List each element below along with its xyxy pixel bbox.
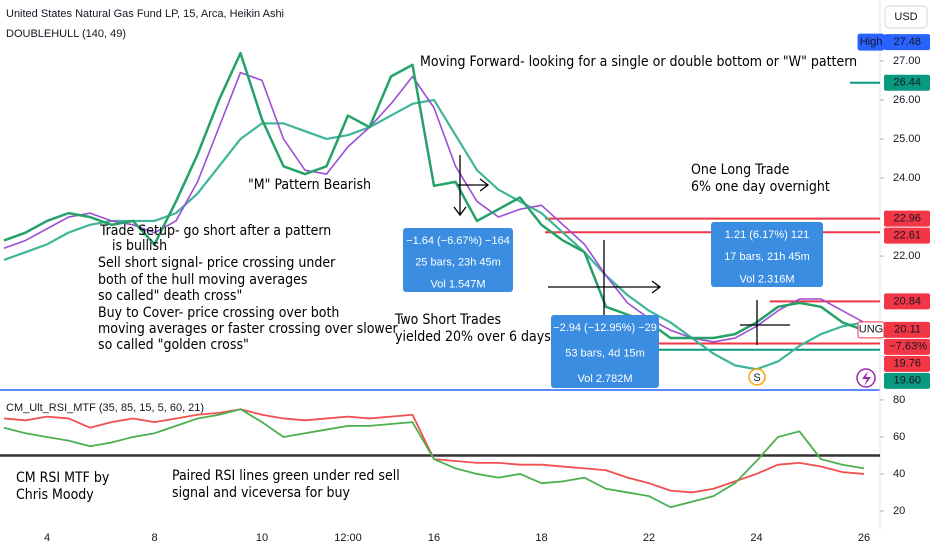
annotation: Vol 2.782M	[577, 373, 632, 385]
y-tick-label: 60	[893, 431, 905, 443]
annotation: Paired RSI lines green under red sell	[172, 468, 400, 484]
series-line	[3, 98, 865, 371]
annotations: Moving Forward- looking for a single or …	[16, 54, 857, 503]
annotation: so called" death cross"	[98, 288, 242, 304]
annotation: CM RSI MTF by	[16, 470, 110, 486]
series-line	[3, 71, 865, 343]
measure-box	[711, 222, 823, 287]
annotation: so called "golden cross"	[98, 337, 249, 353]
x-tick-label: 10	[256, 532, 268, 544]
y-tick-label: 80	[893, 394, 905, 406]
x-tick-label: 12:00	[334, 532, 362, 544]
annotation: −1.64 (−6.67%) −164	[406, 235, 510, 247]
annotation: is bullish	[112, 238, 167, 254]
measure-box	[403, 228, 513, 292]
price-tag	[884, 372, 930, 389]
icon-glyph	[862, 371, 871, 386]
tag-name: High	[860, 36, 883, 48]
price-tag	[884, 293, 930, 310]
annotation: Buy to Cover- price crossing over both	[98, 305, 339, 321]
annotation: both of the hull moving averages	[98, 272, 307, 288]
annotation: signal and viceversa for buy	[172, 485, 351, 501]
annotation: 17 bars, 21h 45m	[724, 251, 810, 263]
rsi-title: CM_Ult_RSI_MTF (35, 85, 15, 5, 60, 21)	[6, 402, 204, 414]
tag-name-bg	[857, 321, 885, 339]
change-label: −7.63%	[889, 341, 927, 353]
annotation: Vol 1.547M	[430, 278, 485, 290]
annotation: moving averages or faster crossing over …	[98, 321, 398, 337]
cross	[740, 300, 790, 345]
annotation: Sell short signal- price crossing under	[98, 255, 336, 271]
currency-button[interactable]	[884, 5, 928, 29]
price-tag-label: 26.44	[893, 77, 921, 89]
y-tick-label: 20	[893, 505, 905, 517]
y-tick-label: 22.00	[893, 250, 921, 262]
price-tag	[884, 355, 930, 372]
price-tag-label: 22.96	[893, 212, 921, 224]
x-tick-label: 8	[151, 532, 157, 544]
price-tag-label: 19.76	[893, 358, 921, 370]
price-tag-label: 27.48	[893, 36, 921, 48]
annotation: "M" Pattern Bearish	[248, 177, 371, 193]
currency[interactable]: USD	[894, 11, 917, 23]
y-tick-label: 25.00	[893, 133, 921, 145]
annotation: Chris Moody	[16, 487, 94, 503]
series-line	[3, 51, 865, 340]
tag-name: UNG	[859, 324, 883, 336]
x-tick-label: 18	[535, 532, 547, 544]
signal-icon[interactable]	[748, 368, 766, 386]
annotation: 6% one day overnight	[691, 179, 830, 195]
series-line	[3, 408, 865, 509]
price-tag-label: 20.84	[893, 295, 921, 307]
price-tag	[884, 227, 930, 244]
x-tick-label: 24	[750, 532, 762, 544]
drawings	[453, 155, 790, 345]
y-tick-label: 27.00	[893, 55, 921, 67]
annotation: −2.94 (−12.95%) −29	[553, 322, 657, 334]
measure-box	[551, 315, 659, 388]
annotation: Vol 2.316M	[739, 273, 794, 285]
x-tick-label: 22	[643, 532, 655, 544]
annotation: One Long Trade	[691, 162, 790, 178]
price-tag-label: 20.11	[894, 324, 921, 336]
arrow	[458, 178, 490, 192]
x-tick-label: 16	[428, 532, 440, 544]
annotation: Moving Forward- looking for a single or …	[420, 54, 857, 70]
chart-title: United States Natural Gas Fund LP, 15, A…	[6, 8, 284, 20]
y-tick-label: 26.00	[893, 94, 921, 106]
annotation: 53 bars, 4d 15m	[565, 348, 645, 360]
icon-glyph: S	[753, 372, 760, 384]
price-tag	[884, 34, 930, 51]
annotation: Trade Setup- go short after a pattern	[99, 223, 331, 239]
tag-name-bg	[857, 33, 885, 51]
annotation: 25 bars, 23h 45m	[415, 257, 501, 269]
price-tag-label: 19.60	[893, 375, 921, 387]
indicator-label: DOUBLEHULL (140, 49)	[6, 28, 126, 40]
annotation: yielded 20% over 6 days	[395, 329, 551, 345]
price-tag-label: 22.61	[893, 229, 921, 241]
y-tick-label: 24.00	[893, 172, 921, 184]
change-tag	[884, 338, 930, 355]
price-tag	[884, 210, 930, 227]
x-tick-label: 26	[858, 532, 870, 544]
price-tag	[884, 321, 930, 338]
price-tag	[884, 74, 930, 91]
annotation: 1.21 (6.17%) 121	[725, 229, 809, 241]
x-tick-label: 4	[44, 532, 50, 544]
y-tick-label: 40	[893, 468, 905, 480]
annotation: Two Short Trades	[394, 312, 501, 328]
